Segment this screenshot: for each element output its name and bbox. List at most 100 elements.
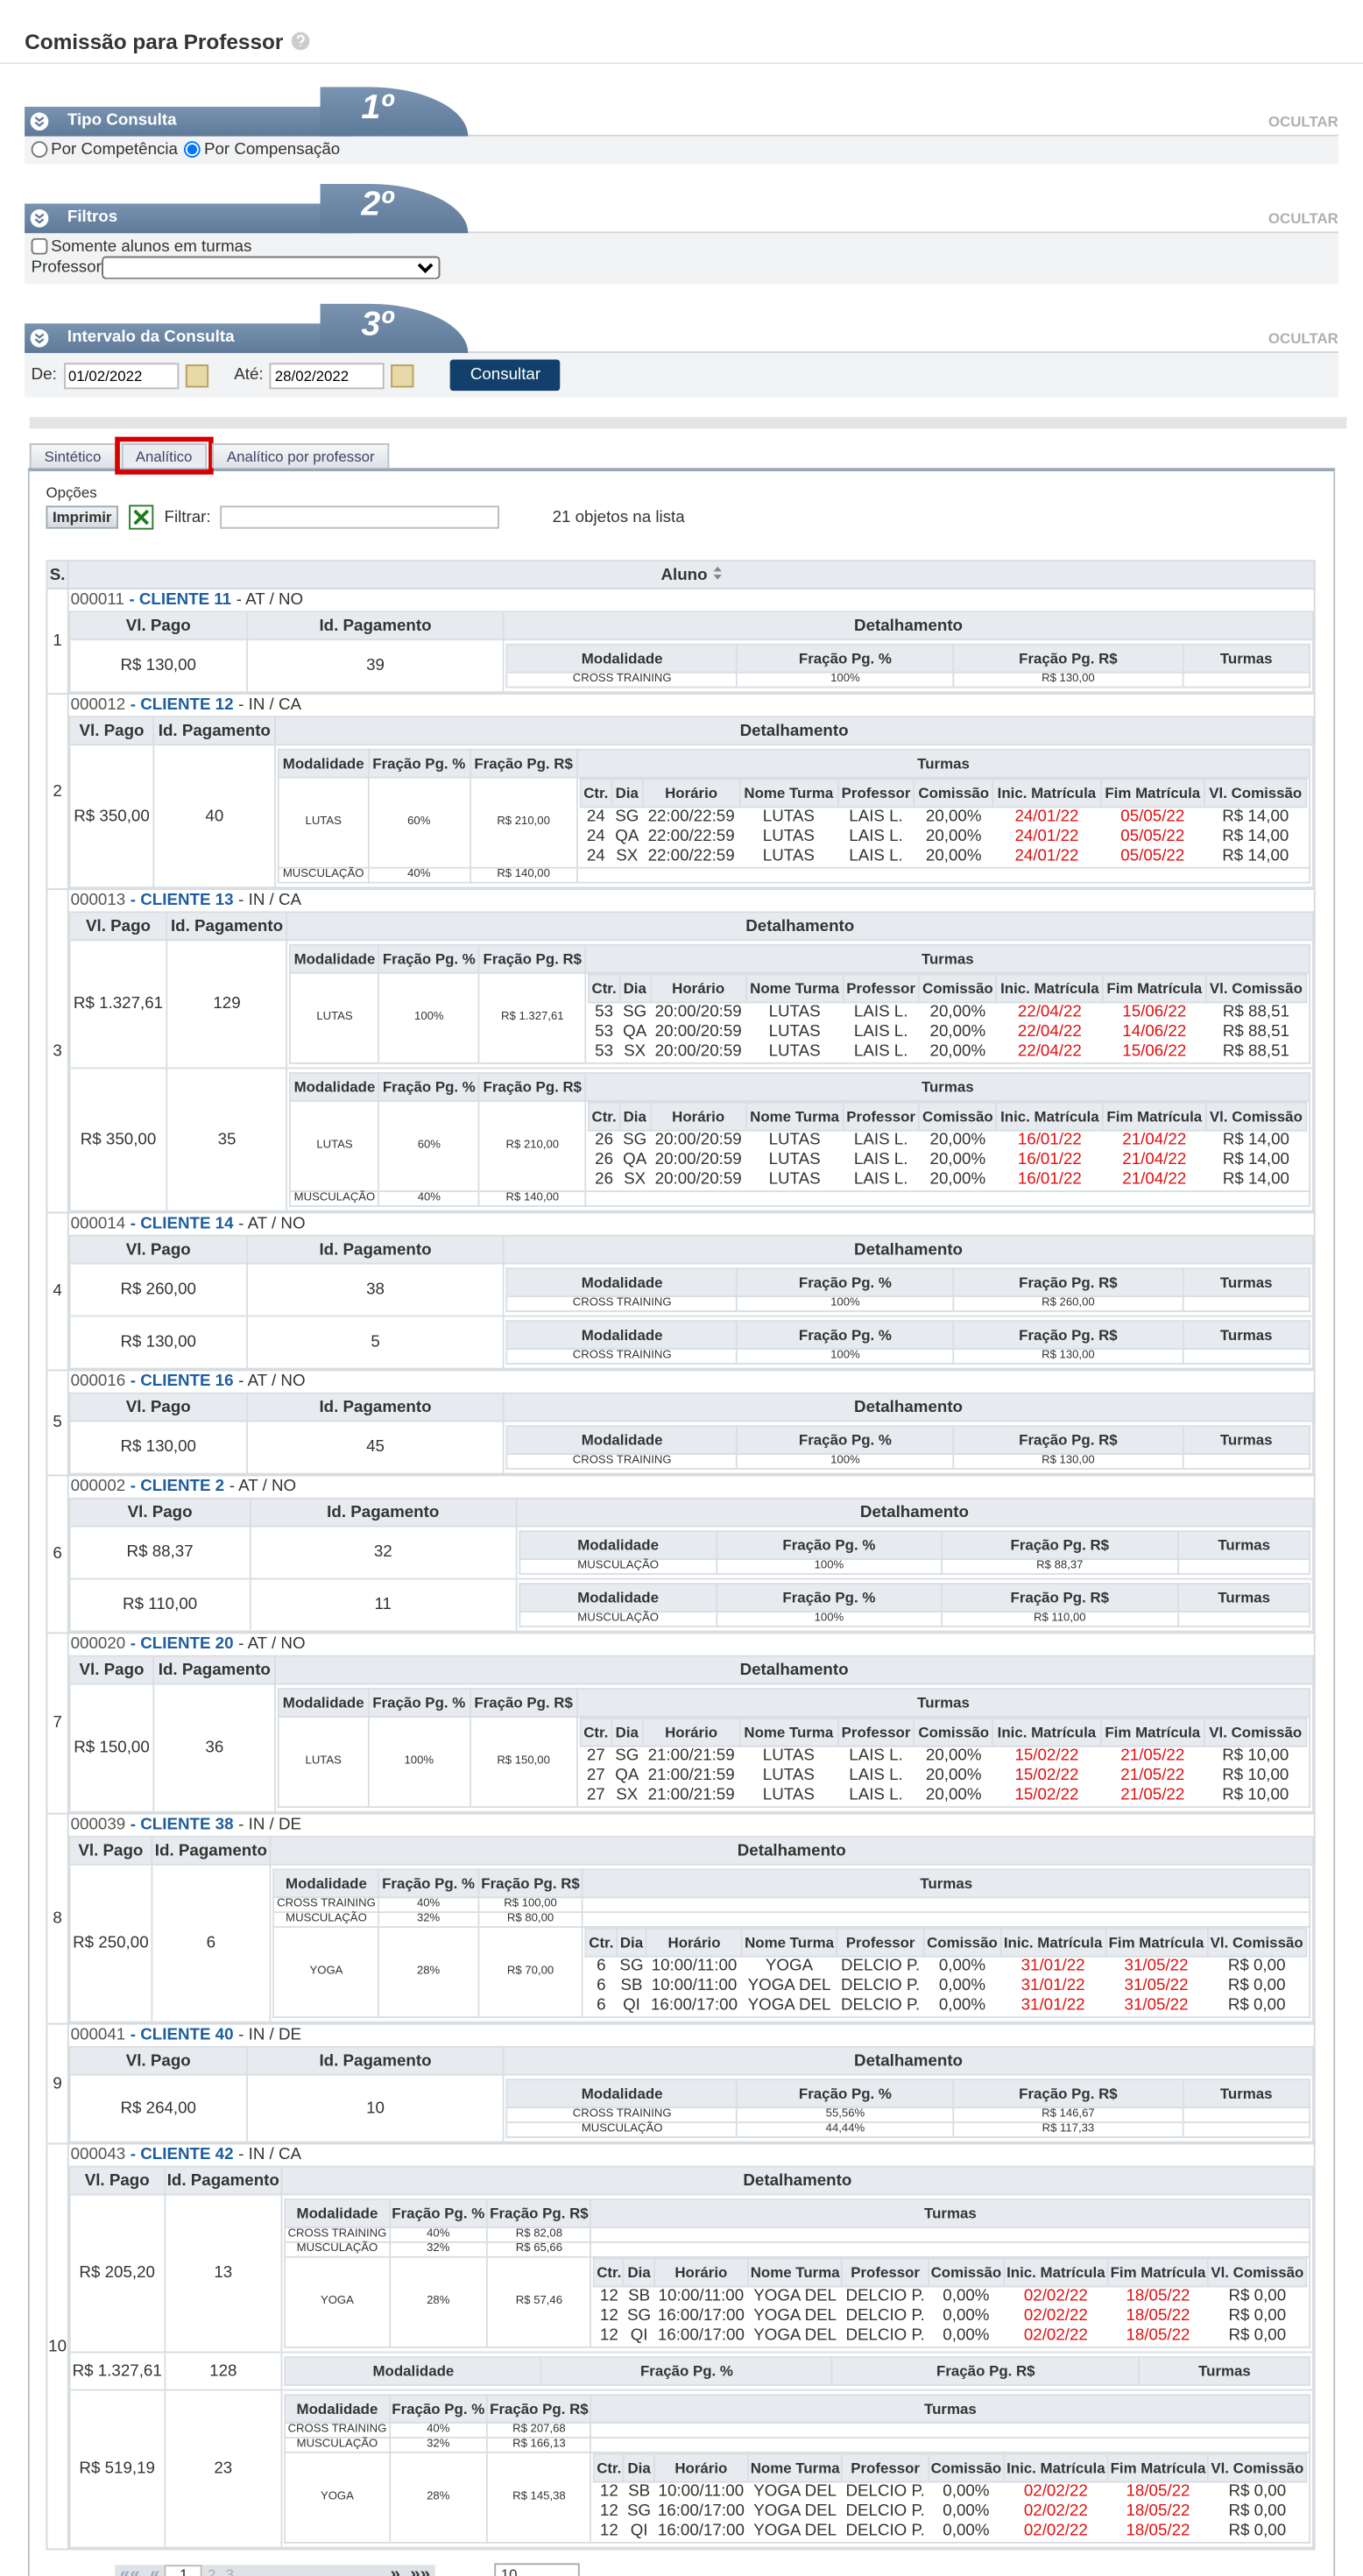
column-header: Id. Pagamento: [249, 1497, 517, 1528]
column-header: Turmas: [576, 1688, 1311, 1718]
filter-input[interactable]: [220, 505, 500, 529]
client-name[interactable]: - CLIENTE 40: [130, 2026, 234, 2045]
client-name[interactable]: - CLIENTE 16: [130, 1373, 234, 1391]
client-name[interactable]: - CLIENTE 2: [130, 1478, 225, 1496]
column-header: Vl. Pago: [68, 1392, 248, 1422]
search-button[interactable]: Consultar: [450, 359, 561, 392]
client-name[interactable]: - CLIENTE 13: [130, 891, 234, 910]
from-date[interactable]: [63, 362, 179, 389]
radio-option[interactable]: Por Competência: [31, 141, 178, 159]
client-line: 000020- CLIENTE 20- AT / NO: [69, 1634, 1314, 1655]
hide-link[interactable]: OCULTAR: [1268, 113, 1338, 131]
to-date[interactable]: [270, 362, 385, 389]
class-row: 53 QA 20:00/20:59 LUTAS LAIS L. 20,00% 22/04/2…: [589, 1023, 1306, 1042]
payment-row: R$ 130,00 39 Modalidade Fração Pg. % Fração …: [68, 639, 1314, 694]
class-cell: YOGA DEL: [753, 2482, 837, 2502]
client-status: - AT / NO: [236, 590, 304, 610]
column-header: Nome Turma: [746, 2452, 844, 2483]
column-header-text: Aluno: [660, 565, 708, 584]
checkbox[interactable]: [31, 237, 48, 255]
next-page[interactable]: »: [390, 2565, 400, 2576]
column-header: Detalhamento: [280, 2165, 1314, 2196]
modality-name: CROSS TRAINING: [284, 2227, 391, 2243]
class-cell: R$ 10,00: [1222, 1747, 1289, 1766]
radio[interactable]: [31, 141, 48, 158]
column-header: Vl. Pago: [68, 1234, 248, 1265]
client-name[interactable]: - CLIENTE 38: [130, 1816, 234, 1835]
detail-body: Modalidade Fração Pg. % Fração Pg. R$ Turma…: [284, 2356, 1311, 2386]
class-cell: R$ 88,51: [1222, 1003, 1289, 1022]
payment-id: 128: [163, 2351, 283, 2391]
modality-pct: 28%: [388, 2451, 489, 2544]
page-size[interactable]: 10: [494, 2563, 580, 2576]
class-cell: 02/02/22: [1023, 2522, 1088, 2541]
professor-select[interactable]: [101, 256, 441, 279]
detail-header: Modalidade Fração Pg. % Fração Pg. R$ Turma…: [284, 2394, 1311, 2424]
classes-table: Ctr. Dia Horário Nome Turma Professor Comissã…: [579, 778, 1308, 867]
header-line: [25, 351, 1338, 354]
client-name[interactable]: - CLIENTE 20: [130, 1635, 234, 1654]
class-cell: 02/02/22: [1023, 2502, 1088, 2521]
class-cell: LAIS L.: [849, 847, 903, 865]
collapse-icon[interactable]: [30, 208, 49, 228]
hide-link[interactable]: OCULTAR: [1268, 329, 1338, 347]
tab[interactable]: Analítico por professor: [211, 443, 390, 469]
class-row: 12 SG 16:00/17:00 YOGA DEL DELCIO P. 0,00% 02/…: [594, 2502, 1306, 2522]
radio-option[interactable]: Por Compensação: [184, 141, 340, 159]
excel-button[interactable]: [128, 505, 154, 531]
column-header: Inic. Matrícula: [999, 1927, 1106, 1958]
column-header: Horário: [641, 778, 741, 808]
class-cell: YOGA: [765, 1957, 814, 1976]
payment-id: 39: [245, 639, 505, 694]
tab[interactable]: Analítico: [114, 436, 214, 475]
detail-header: Modalidade Fração Pg. % Fração Pg. R$ Turma…: [278, 748, 1311, 779]
collapse-icon[interactable]: [30, 111, 49, 131]
client-name[interactable]: - CLIENTE 42: [130, 2146, 234, 2164]
payment-detail: Modalidade Fração Pg. % Fração Pg. R$ Turma…: [503, 1262, 1314, 1317]
first-page[interactable]: ««: [119, 2565, 140, 2576]
help-icon[interactable]: [290, 32, 309, 51]
client-row: 1 000011- CLIENTE 11- AT / NO Vl. Pago Id. …: [46, 588, 1316, 695]
class-cell: DELCIO P.: [845, 2482, 925, 2502]
page-link[interactable]: 1: [165, 2565, 203, 2576]
class-cell: 22:00/22:59: [647, 847, 735, 865]
page-link[interactable]: 3: [225, 2566, 234, 2576]
paid-value: R$ 150,00: [68, 1683, 155, 1813]
class-cell: 20,00%: [929, 1131, 986, 1150]
calendar-icon[interactable]: [185, 363, 208, 387]
hide-link[interactable]: OCULTAR: [1268, 209, 1338, 227]
client-name[interactable]: - CLIENTE 11: [129, 590, 232, 610]
payments-header: Vl. Pago Id. Pagamento Detalhamento: [68, 610, 1314, 641]
class-cell: R$ 14,00: [1222, 1170, 1289, 1189]
result-count: 21 objetos na lista: [552, 508, 685, 526]
pager: «« «1 2 3»»»: [115, 2565, 435, 2576]
payments-header: Vl. Pago Id. Pagamento Detalhamento: [68, 1497, 1314, 1528]
radio[interactable]: [184, 141, 201, 158]
print-button[interactable]: Imprimir: [46, 505, 119, 529]
class-cell: LUTAS: [762, 1747, 815, 1766]
paid-value: R$ 110,00: [68, 1577, 251, 1633]
payments-table: Vl. Pago Id. Pagamento Detalhamento R$ 1.32…: [68, 911, 1314, 1212]
payments-header: Vl. Pago Id. Pagamento Detalhamento: [68, 1392, 1314, 1422]
page-link[interactable]: 2: [207, 2566, 216, 2576]
header-tab: [320, 87, 469, 137]
client-name[interactable]: - CLIENTE 14: [130, 1215, 234, 1233]
class-cell: LUTAS: [768, 1151, 821, 1169]
payment-row: R$ 150,00 36 Modalidade Fração Pg. % Fração …: [68, 1683, 1314, 1813]
column-header[interactable]: Aluno: [67, 560, 1316, 590]
modality-name: CROSS TRAINING: [506, 1453, 738, 1470]
class-cell: 27: [586, 1767, 605, 1785]
class-cell: 31/01/22: [1020, 1996, 1085, 2015]
column-header: Fim Matrícula: [1106, 2452, 1210, 2483]
sections: Tipo Consulta 1º OCULTAR Por Competência Por…: [0, 87, 1363, 398]
pagination: «« «1 2 3»»» 10: [115, 2563, 1317, 2576]
payment-row: R$ 130,00 5 Modalidade Fração Pg. % Fração P…: [68, 1315, 1314, 1370]
calendar-icon[interactable]: [391, 363, 415, 387]
classes-header: Ctr. Dia Horário Nome Turma Professor Comissã…: [593, 2257, 1308, 2288]
last-page[interactable]: »»: [410, 2565, 431, 2576]
collapse-icon[interactable]: [30, 328, 49, 348]
client-name[interactable]: - CLIENTE 12: [130, 695, 234, 715]
prev-page[interactable]: «: [150, 2565, 160, 2576]
tab[interactable]: Sintético: [29, 443, 117, 469]
column-header: Modalidade: [289, 1072, 380, 1102]
